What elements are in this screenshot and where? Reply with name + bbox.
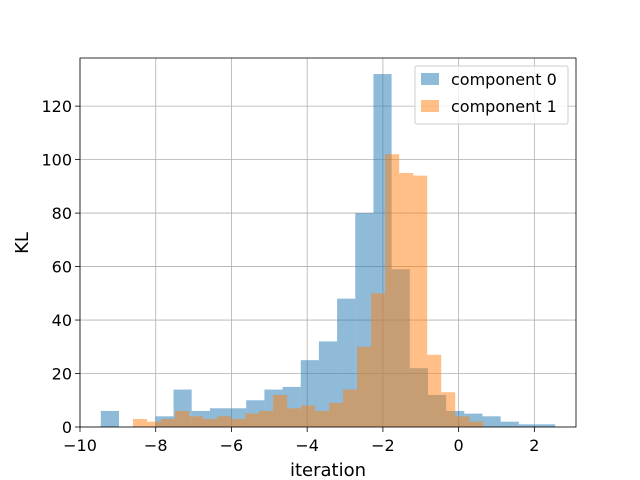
y-tick-label: 100	[41, 151, 72, 170]
bar-component-1	[189, 416, 204, 427]
x-tick-label: 2	[529, 436, 539, 455]
bar-component-1	[427, 354, 442, 427]
y-tick-label: 0	[62, 418, 72, 437]
y-tick-label: 20	[52, 365, 72, 384]
bar-component-0	[100, 410, 119, 427]
bar-component-1	[231, 418, 246, 427]
bar-component-1	[371, 293, 386, 427]
bar-component-1	[343, 389, 358, 427]
bar-component-1	[329, 402, 344, 427]
x-axis-label: iteration	[290, 460, 366, 480]
bar-component-1	[287, 408, 302, 427]
x-tick-label: 0	[454, 436, 464, 455]
plot-frame	[79, 57, 577, 428]
bar-component-1	[441, 392, 456, 427]
bar-component-1	[175, 410, 190, 427]
bar-component-1	[245, 413, 260, 427]
legend: component 0 component 1	[414, 65, 569, 125]
bar-component-1	[399, 172, 414, 427]
y-tick-label: 120	[41, 97, 72, 116]
x-tick-label: −2	[371, 436, 395, 455]
y-axis-ticks: 0 20 40 60 80 100 120	[41, 97, 80, 437]
x-tick-label: −6	[220, 436, 244, 455]
bar-component-1	[413, 175, 428, 427]
bar-component-1	[217, 416, 232, 427]
bar-component-1	[455, 416, 470, 427]
bar-component-1	[203, 418, 218, 427]
y-axis-label: KL	[12, 232, 33, 254]
x-axis-ticks: −10 −8 −6 −4 −2 0 2	[63, 427, 539, 455]
x-tick-label: −4	[295, 436, 319, 455]
legend-swatch-component-1	[421, 100, 439, 112]
y-tick-label: 40	[52, 311, 72, 330]
bar-component-0	[537, 424, 556, 427]
bar-component-1	[315, 410, 330, 427]
bar-component-0	[500, 421, 519, 427]
bar-component-1	[357, 346, 372, 427]
bar-component-0	[482, 416, 501, 427]
legend-box	[414, 65, 569, 125]
y-tick-label: 60	[52, 258, 72, 277]
bar-component-1	[273, 394, 288, 427]
legend-label-component-1: component 1	[451, 97, 557, 116]
legend-swatch-component-0	[421, 73, 439, 85]
bar-component-1	[259, 410, 274, 427]
bar-component-1	[385, 154, 400, 427]
x-tick-label: −8	[144, 436, 168, 455]
bar-component-0	[518, 424, 538, 427]
bar-component-1	[133, 418, 148, 427]
legend-label-component-0: component 0	[451, 70, 557, 89]
y-tick-label: 80	[52, 204, 72, 223]
bar-component-1	[469, 421, 484, 427]
bar-component-1	[147, 421, 162, 427]
bars-group	[100, 74, 556, 427]
x-tick-label: −10	[63, 436, 97, 455]
bar-component-1	[301, 405, 316, 427]
bar-component-1	[161, 418, 176, 427]
